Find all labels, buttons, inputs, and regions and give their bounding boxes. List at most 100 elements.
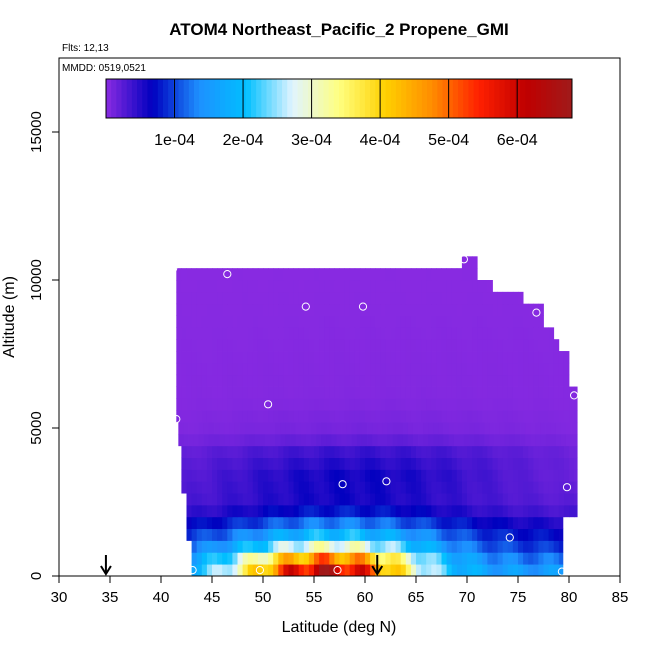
heatmap-cell bbox=[375, 469, 381, 482]
heatmap-cell bbox=[431, 457, 437, 470]
heatmap-cell bbox=[222, 445, 228, 458]
heatmap-cell bbox=[528, 374, 534, 387]
heatmap-cell bbox=[252, 504, 259, 518]
heatmap-cell bbox=[188, 433, 195, 447]
heatmap-cell bbox=[467, 540, 473, 553]
heatmap-cell bbox=[319, 528, 325, 541]
heatmap-cell bbox=[339, 398, 345, 411]
heatmap-cell bbox=[550, 433, 557, 447]
heatmap-cell bbox=[314, 481, 320, 494]
heatmap-cell bbox=[217, 528, 223, 541]
heatmap-cell bbox=[563, 445, 570, 458]
heatmap-cell bbox=[380, 469, 386, 482]
heatmap-cell bbox=[201, 268, 208, 281]
heatmap-cell bbox=[217, 493, 223, 506]
heatmap-cell bbox=[359, 315, 366, 328]
heatmap-cell bbox=[247, 327, 254, 340]
heatmap-cell bbox=[285, 433, 291, 447]
heatmap-cell bbox=[232, 362, 238, 376]
heatmap-cell bbox=[410, 339, 417, 352]
heatmap-cell bbox=[227, 362, 233, 376]
heatmap-cell bbox=[334, 398, 340, 411]
heatmap-cell bbox=[344, 268, 351, 281]
heatmap-cell bbox=[390, 504, 396, 518]
heatmap-cell bbox=[502, 339, 509, 352]
heatmap-cell bbox=[183, 422, 189, 435]
heatmap-cell bbox=[354, 516, 361, 530]
heatmap-cell bbox=[222, 374, 228, 387]
heatmap-cell bbox=[451, 528, 458, 541]
heatmap-cell bbox=[400, 528, 407, 541]
heatmap-cell bbox=[405, 327, 412, 340]
heatmap-cell bbox=[451, 493, 458, 506]
heatmap-cell bbox=[487, 398, 493, 411]
heatmap-cell bbox=[339, 362, 345, 376]
heatmap-cell bbox=[191, 291, 198, 305]
heatmap-cell bbox=[405, 457, 412, 470]
heatmap-cell bbox=[354, 315, 361, 328]
heatmap-cell bbox=[283, 445, 289, 458]
colorbar-segment bbox=[442, 79, 449, 118]
heatmap-cell bbox=[232, 552, 238, 565]
heatmap-cell bbox=[334, 564, 340, 577]
heatmap-cell bbox=[375, 362, 381, 376]
heatmap-cell bbox=[344, 516, 351, 530]
colorbar-segment bbox=[344, 79, 350, 118]
heatmap-cell bbox=[431, 481, 437, 494]
heatmap-cell bbox=[232, 339, 238, 352]
heatmap-cell bbox=[390, 386, 396, 399]
heatmap-cell bbox=[477, 362, 483, 376]
heatmap-cell bbox=[222, 516, 228, 530]
heatmap-cell bbox=[237, 351, 243, 364]
colorbar-segment bbox=[452, 79, 459, 118]
heatmap-cell bbox=[421, 493, 427, 506]
heatmap-cell bbox=[487, 327, 493, 340]
heatmap-cell bbox=[319, 315, 325, 328]
heatmap-cell bbox=[208, 433, 215, 447]
heatmap-cell bbox=[201, 528, 208, 541]
heatmap-cell bbox=[344, 469, 351, 482]
heatmap-cell bbox=[181, 457, 187, 470]
heatmap-cell bbox=[293, 445, 300, 458]
heatmap-cell bbox=[451, 445, 458, 458]
heatmap-cell bbox=[181, 303, 187, 316]
heatmap-cell bbox=[359, 362, 366, 376]
heatmap-cell bbox=[308, 327, 315, 340]
heatmap-cell bbox=[344, 386, 351, 399]
x-tick-label: 40 bbox=[153, 589, 170, 606]
heatmap-cell bbox=[410, 362, 417, 376]
heatmap-cell bbox=[196, 315, 203, 328]
heatmap-cell bbox=[324, 410, 330, 423]
heatmap-cell bbox=[278, 540, 284, 553]
heatmap-cell bbox=[538, 504, 544, 518]
heatmap-cell bbox=[441, 457, 447, 470]
heatmap-cell bbox=[370, 528, 376, 541]
heatmap-cell bbox=[543, 339, 549, 352]
heatmap-cell bbox=[283, 351, 289, 364]
heatmap-cell bbox=[359, 528, 366, 541]
heatmap-cell bbox=[227, 457, 233, 470]
heatmap-cell bbox=[196, 516, 203, 530]
heatmap-cell bbox=[186, 315, 192, 328]
heatmap-cell bbox=[528, 445, 534, 458]
heatmap-cell bbox=[365, 268, 371, 281]
heatmap-cell bbox=[191, 528, 198, 541]
heatmap-cell bbox=[354, 540, 361, 553]
heatmap-cell bbox=[319, 327, 325, 340]
heatmap-cell bbox=[395, 469, 402, 482]
heatmap-cell bbox=[421, 481, 427, 494]
heatmap-cell bbox=[359, 386, 366, 399]
heatmap-cell bbox=[569, 481, 575, 494]
heatmap-cell bbox=[257, 504, 264, 518]
heatmap-cell bbox=[543, 528, 549, 541]
heatmap-cell bbox=[416, 445, 422, 458]
heatmap-cell bbox=[538, 493, 544, 506]
heatmap-cell bbox=[283, 493, 289, 506]
heatmap-cell bbox=[232, 374, 238, 387]
heatmap-cell bbox=[372, 433, 378, 447]
heatmap-cell bbox=[487, 339, 493, 352]
heatmap-cell bbox=[359, 327, 366, 340]
heatmap-cell bbox=[472, 315, 478, 328]
heatmap-cell bbox=[523, 493, 529, 506]
heatmap-cell bbox=[469, 422, 475, 435]
